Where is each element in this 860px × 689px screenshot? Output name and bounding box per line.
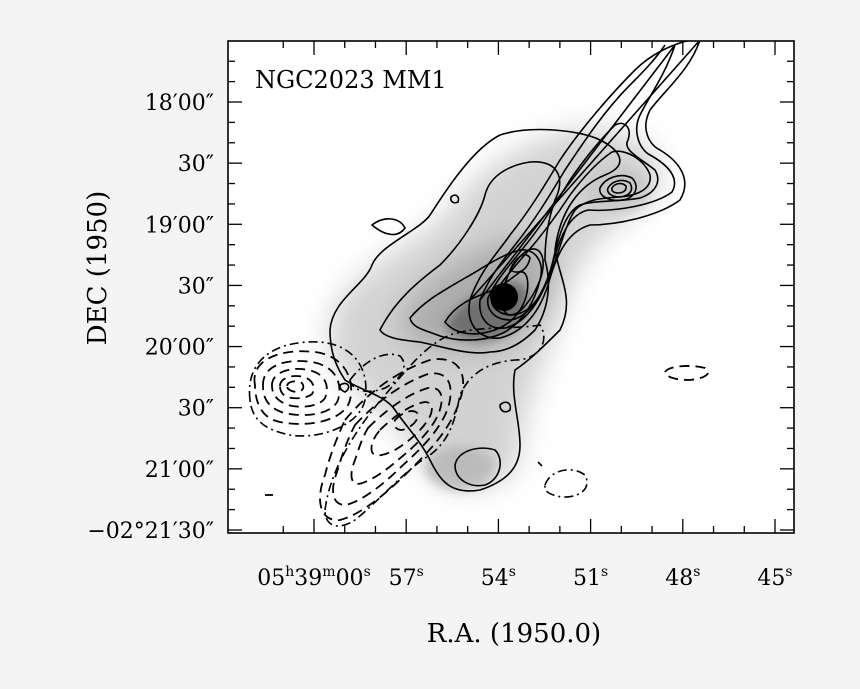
x-axis-title: R.A. (1950.0) bbox=[427, 619, 601, 649]
chart-title: NGC2023 MM1 bbox=[255, 66, 447, 94]
x-tick-label: 54s bbox=[481, 564, 516, 591]
y-tick-label: 19′00″ bbox=[145, 213, 214, 238]
red-lobe-contours bbox=[450, 41, 701, 339]
x-tick-label: 45s bbox=[757, 564, 792, 591]
y-tick-label: 21′00″ bbox=[145, 458, 214, 483]
y-tick-label: 30″ bbox=[178, 274, 214, 299]
y-axis-title: DEC (1950) bbox=[83, 191, 113, 345]
y-tick-label: 18′00″ bbox=[145, 91, 214, 116]
y-tick-label: 30″ bbox=[178, 397, 214, 422]
dashdot-contours bbox=[248, 324, 588, 527]
x-tick-labels: 05h39m00s 57s 54s 51s 48s 45s bbox=[257, 564, 792, 591]
y-tick-label: −02°21′30″ bbox=[87, 519, 214, 544]
x-tick-label: 48s bbox=[665, 564, 700, 591]
y-tick-label: 30″ bbox=[178, 152, 214, 177]
continuum-contours bbox=[329, 128, 621, 492]
blue-lobe-contours bbox=[253, 350, 710, 521]
x-tick-label: 05h39m00s bbox=[257, 564, 371, 591]
plot-frame bbox=[227, 40, 795, 534]
y-tick-labels: 18′00″ 30″ 19′00″ 30″ 20′00″ 30″ 21′00″ … bbox=[87, 91, 214, 544]
x-tick-label: 57s bbox=[389, 564, 424, 591]
x-tick-label: 51s bbox=[573, 564, 608, 591]
axis-ticks bbox=[228, 41, 794, 533]
y-tick-label: 20′00″ bbox=[145, 336, 214, 361]
